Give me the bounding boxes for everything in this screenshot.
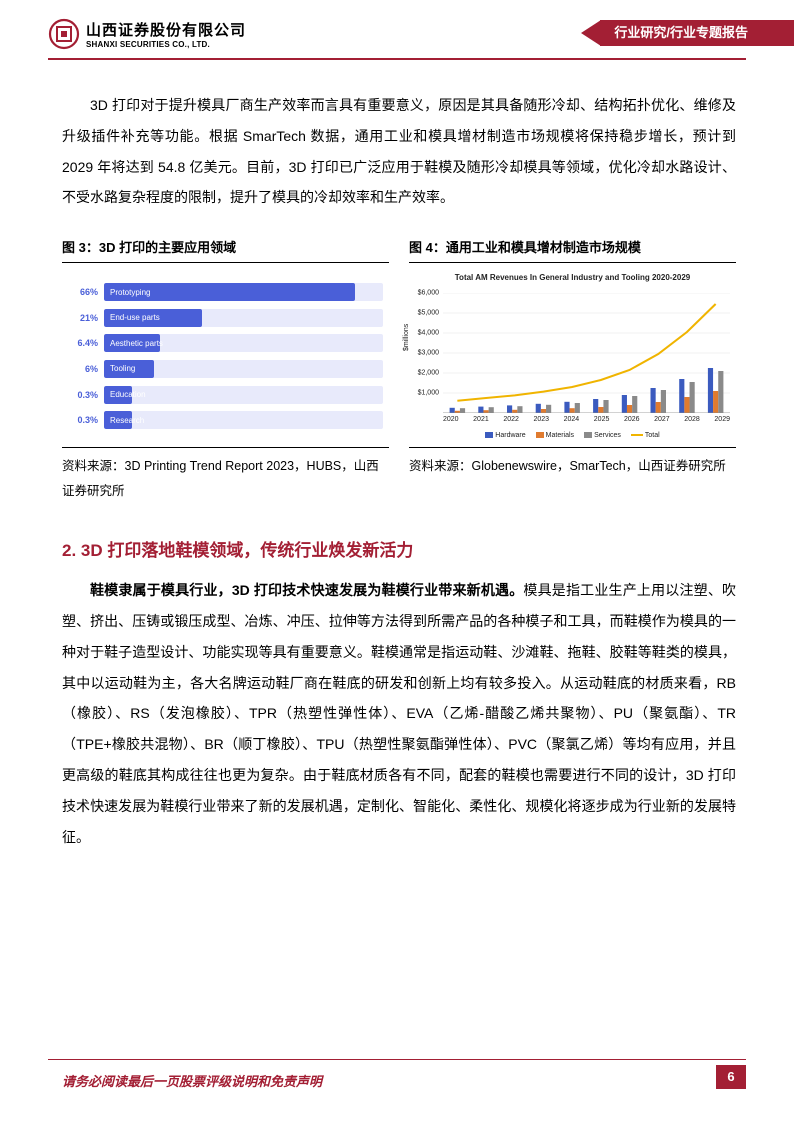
page-footer: 请务必阅读最后一页股票评级说明和免责声明 6 xyxy=(0,1059,794,1103)
fig4-ytick: $2,000 xyxy=(418,370,439,377)
section-heading-2: 2. 3D 打印落地鞋模领域，传统行业焕发新活力 xyxy=(62,536,736,561)
fig4-ytick: $6,000 xyxy=(418,290,439,297)
fig3-bar-track: Aesthetic parts xyxy=(104,334,383,352)
fig3-bar-track: End-use parts xyxy=(104,309,383,327)
paragraph-intro: 3D 打印对于提升模具厂商生产效率而言具有重要意义，原因是其具备随形冷却、结构拓… xyxy=(62,90,736,213)
figure-3-chart: 66% Prototyping 21% End-use parts 6.4% Aesthe… xyxy=(62,271,389,441)
fig4-xtick: 2025 xyxy=(594,416,610,423)
paragraph-body-2-rest: 模具是指工业生产上用以注塑、吹塑、挤出、压铸或锻压成型、冶炼、冲压、拉伸等方法得… xyxy=(62,582,736,844)
figure-row: 图 3：3D 打印的主要应用领域 66% Prototyping 21% End-us… xyxy=(62,237,736,504)
fig3-bar-row: 6% Tooling xyxy=(68,359,383,379)
fig3-bar-row: 0.3% Research xyxy=(68,410,383,430)
page-content: 3D 打印对于提升模具厂商生产效率而言具有重要意义，原因是其具备随形冷却、结构拓… xyxy=(62,90,736,1043)
fig4-xtick: 2022 xyxy=(503,416,519,423)
fig3-bar-row: 21% End-use parts xyxy=(68,308,383,328)
fig4-ytick: $1,000 xyxy=(418,390,439,397)
figure-4-chart-title: Total AM Revenues In General Industry an… xyxy=(409,271,736,282)
fig4-xtick: 2027 xyxy=(654,416,670,423)
paragraph-body-2-bold: 鞋模隶属于模具行业，3D 打印技术快速发展为鞋模行业带来新机遇。 xyxy=(90,582,523,598)
fig3-bar-pct: 6.4% xyxy=(68,338,98,348)
fig4-xtick: 2023 xyxy=(533,416,549,423)
company-logo-icon xyxy=(48,18,80,50)
header-category-label: 行业研究/行业专题报告 xyxy=(600,20,794,46)
fig4-xtick: 2029 xyxy=(714,416,730,423)
header-divider xyxy=(48,58,746,60)
fig3-bar-track: Prototyping xyxy=(104,283,383,301)
header-category-bar: 行业研究/行业专题报告 xyxy=(581,20,794,46)
figure-3-source: 资料来源：3D Printing Trend Report 2023，HUBS，… xyxy=(62,447,389,504)
fig3-bar-row: 6.4% Aesthetic parts xyxy=(68,333,383,353)
figure-4-title: 图 4：通用工业和模具增材制造市场规模 xyxy=(409,237,736,263)
fig4-ytick: $5,000 xyxy=(418,310,439,317)
figure-4: 图 4：通用工业和模具增材制造市场规模 Total AM Revenues In… xyxy=(409,237,736,504)
fig3-bar-fill: Research xyxy=(104,411,132,429)
company-name-en: SHANXI SECURITIES CO., LTD. xyxy=(86,40,246,49)
fig4-xtick: 2021 xyxy=(473,416,489,423)
fig3-bar-pct: 0.3% xyxy=(68,415,98,425)
fig4-legend-item: Materials xyxy=(536,432,574,439)
fig3-bar-fill: End-use parts xyxy=(104,309,202,327)
fig3-bar-pct: 66% xyxy=(68,287,98,297)
fig3-bar-fill: Aesthetic parts xyxy=(104,334,160,352)
figure-4-chart: Total AM Revenues In General Industry an… xyxy=(409,271,736,441)
paragraph-body-2: 鞋模隶属于模具行业，3D 打印技术快速发展为鞋模行业带来新机遇。模具是指工业生产… xyxy=(62,575,736,852)
figure-3-title: 图 3：3D 打印的主要应用领域 xyxy=(62,237,389,263)
fig3-bar-track: Education xyxy=(104,386,383,404)
page-number: 6 xyxy=(716,1065,746,1089)
fig3-bar-label: Research xyxy=(110,416,144,425)
fig3-bar-label: Aesthetic parts xyxy=(110,339,163,348)
fig3-bar-label: Education xyxy=(110,390,146,399)
fig3-bar-pct: 0.3% xyxy=(68,390,98,400)
page-header: 山西证券股份有限公司 SHANXI SECURITIES CO., LTD. 行… xyxy=(0,0,794,70)
fig3-bar-pct: 21% xyxy=(68,313,98,323)
company-name-cn: 山西证券股份有限公司 xyxy=(86,19,246,40)
fig4-legend-item: Hardware xyxy=(485,432,525,439)
fig4-xtick: 2026 xyxy=(624,416,640,423)
fig4-legend-item: Services xyxy=(584,432,621,439)
fig3-bar-label: End-use parts xyxy=(110,313,160,322)
fig3-bar-label: Prototyping xyxy=(110,288,150,297)
figure-4-yaxis: $1,000 $2,000 $3,000 $4,000 $5,000 $6,000 xyxy=(413,293,441,413)
figure-4-ylabel: $millions xyxy=(403,324,410,351)
figure-4-xaxis: 2020 2021 2022 2023 2024 2025 2026 2027 2028 2029 xyxy=(443,416,730,423)
company-logo-block: 山西证券股份有限公司 SHANXI SECURITIES CO., LTD. xyxy=(48,18,246,50)
fig4-xtick: 2028 xyxy=(684,416,700,423)
fig3-bar-label: Tooling xyxy=(110,364,135,373)
fig3-bar-fill: Education xyxy=(104,386,132,404)
figure-4-source: 资料来源：Globenewswire，SmarTech，山西证券研究所 xyxy=(409,447,736,479)
fig4-ytick: $4,000 xyxy=(418,330,439,337)
fig3-bar-pct: 6% xyxy=(68,364,98,374)
figure-4-plot xyxy=(443,293,730,413)
fig4-legend-item: Total xyxy=(631,432,660,439)
fig3-bar-track: Research xyxy=(104,411,383,429)
figure-4-legend: Hardware Materials Services Total xyxy=(409,432,736,439)
fig3-bar-fill: Tooling xyxy=(104,360,154,378)
fig4-xtick: 2024 xyxy=(564,416,580,423)
fig4-ytick: $3,000 xyxy=(418,350,439,357)
footer-divider xyxy=(48,1059,746,1060)
fig3-bar-fill: Prototyping xyxy=(104,283,355,301)
fig4-xtick: 2020 xyxy=(443,416,459,423)
fig3-bar-track: Tooling xyxy=(104,360,383,378)
footer-disclaimer: 请务必阅读最后一页股票评级说明和免责声明 xyxy=(62,1071,322,1090)
fig3-bar-row: 0.3% Education xyxy=(68,385,383,405)
figure-3: 图 3：3D 打印的主要应用领域 66% Prototyping 21% End-us… xyxy=(62,237,389,504)
fig3-bar-row: 66% Prototyping xyxy=(68,282,383,302)
